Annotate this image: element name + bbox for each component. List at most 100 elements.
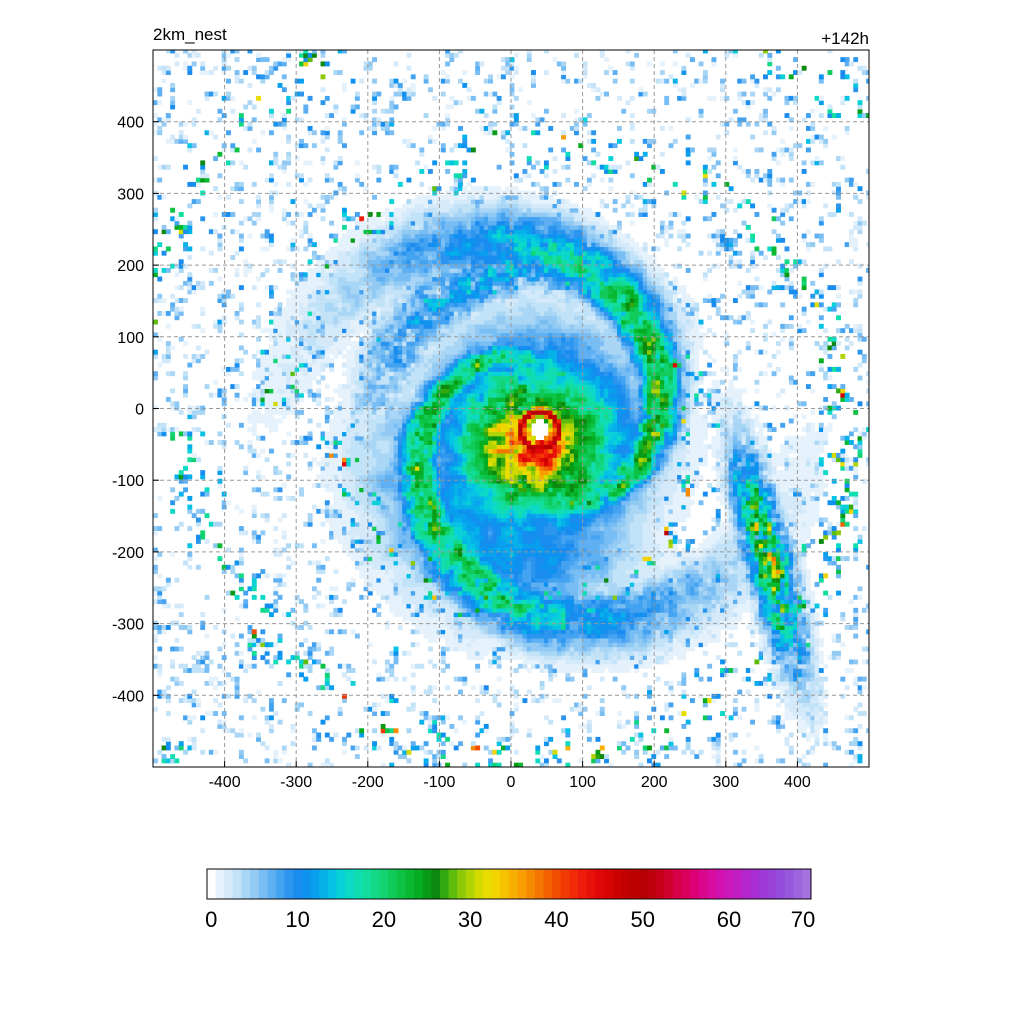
field-cell [453,637,459,643]
field-cell [380,224,386,230]
field-cell [363,229,369,235]
field-cell [367,409,373,415]
field-cell [384,233,390,239]
field-cell [350,78,356,84]
field-cell [268,177,274,183]
field-cell [423,74,429,80]
field-cell [402,336,408,342]
field-cell [268,285,274,291]
field-cell [251,375,257,381]
field-cell [440,719,446,725]
field-cell [363,427,369,433]
field-cell [432,465,438,471]
field-cell [453,358,459,364]
field-cell [415,293,420,299]
field-cell [458,276,463,282]
field-cell [299,272,304,278]
field-cell [453,289,459,295]
field-cell [410,573,416,579]
field-cell [307,392,313,398]
field-cell [294,397,300,402]
field-cell [458,689,463,695]
field-cell [462,646,468,652]
field-cell [380,263,386,269]
field-cell [453,556,459,562]
field-cell [324,470,330,476]
field-cell [445,216,451,222]
field-cell [363,491,369,497]
field-cell [256,474,261,480]
field-cell [419,474,425,480]
field-cell [432,199,438,205]
field-cell [458,461,463,467]
field-cell [260,642,266,648]
field-cell [380,440,386,445]
field-cell [432,379,438,385]
field-cell [440,538,446,544]
field-cell [393,698,399,704]
field-cell [393,530,399,536]
field-cell [458,280,463,286]
field-cell [445,435,451,441]
field-cell [191,741,197,747]
field-cell [376,457,382,463]
field-cell [311,280,317,286]
field-cell [432,513,438,519]
field-cell [423,749,429,755]
field-cell [294,594,300,600]
field-cell [359,444,365,450]
field-cell [376,672,382,678]
field-cell [281,212,287,217]
field-cell [161,431,167,437]
field-cell [445,362,451,368]
field-cell [320,521,326,527]
field-cell [307,431,313,437]
field-cell [393,388,399,394]
field-cell [384,508,390,514]
field-cell [423,603,429,609]
field-cell [307,358,313,364]
field-cell [316,285,322,291]
field-cell [234,689,240,695]
field-cell [256,336,261,342]
field-cell [346,397,352,402]
field-cell [157,427,163,433]
field-cell [389,237,395,243]
field-cell [299,672,304,678]
field-cell [402,508,408,514]
field-cell [268,362,274,368]
field-cell [165,685,171,691]
field-cell [153,100,158,106]
field-cell [200,470,206,476]
field-cell [200,285,206,291]
field-cell [445,543,451,549]
field-cell [217,194,223,200]
field-cell [402,216,408,222]
field-cell [453,242,459,248]
field-cell [183,164,188,170]
field-cell [243,668,249,673]
field-cell [406,289,412,295]
field-cell [453,409,459,415]
field-cell [402,267,408,273]
field-cell [367,483,373,488]
field-cell [346,302,352,308]
field-cell [423,409,429,415]
field-cell [277,582,283,587]
field-cell [466,560,472,566]
field-cell [440,444,446,450]
field-cell [337,250,343,256]
field-cell [415,474,420,480]
field-cell [380,534,386,540]
field-cell [462,418,468,424]
field-cell [376,362,382,368]
field-cell [354,233,360,239]
field-cell [260,401,266,407]
field-cell [376,586,382,592]
field-cell [337,422,343,428]
field-cell [161,164,167,170]
field-cell [466,642,472,648]
field-cell [427,409,433,415]
field-cell [320,465,326,471]
field-cell [410,246,416,252]
